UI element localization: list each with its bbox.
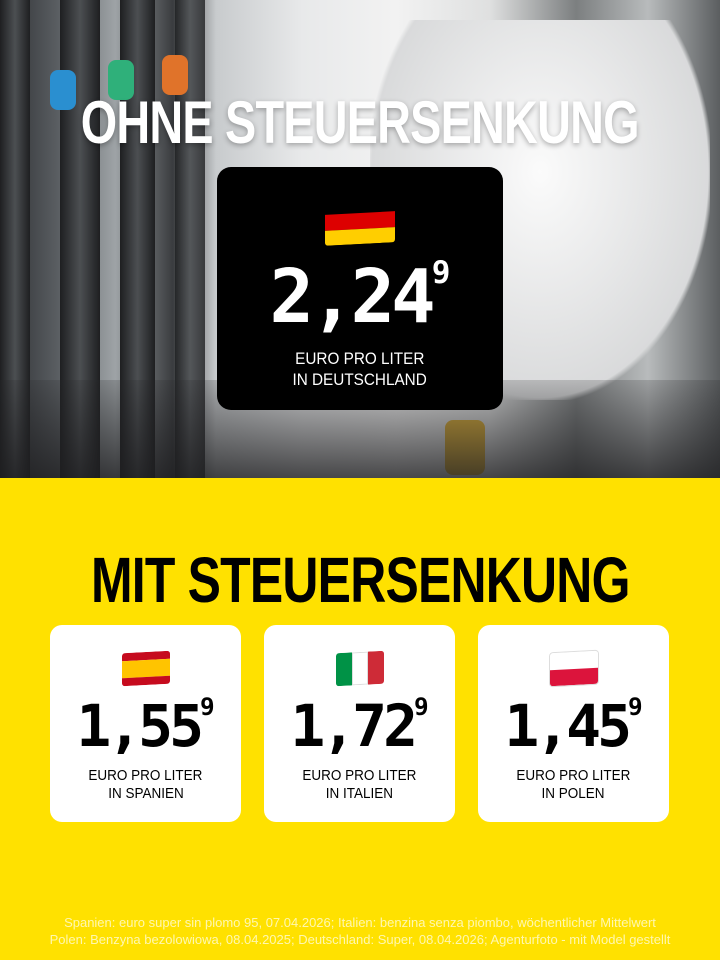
germany-price: 2,249 (269, 254, 451, 340)
orange-nozzle (162, 55, 188, 95)
germany-flag-icon (325, 196, 395, 246)
footnote-line-1: Spanien: euro super sin plomo 95, 07.04.… (64, 915, 656, 930)
poland-flag-icon (549, 650, 598, 687)
spain-label: EURO PRO LITER IN SPANIEN (88, 767, 203, 802)
italy-label: EURO PRO LITER IN ITALIEN (302, 767, 417, 802)
italy-flag-icon (335, 650, 384, 687)
source-footnote: Spanien: euro super sin plomo 95, 07.04.… (0, 914, 720, 948)
germany-price-card: 2,249 EURO PRO LITER IN DEUTSCHLAND (217, 167, 503, 410)
spain-price: 1,559 (76, 692, 215, 760)
footnote-line-2: Polen: Benzyna bezolowiowa, 08.04.2025; … (49, 932, 671, 947)
germany-label: EURO PRO LITER IN DEUTSCHLAND (292, 349, 428, 389)
poland-label: EURO PRO LITER IN POLEN (516, 767, 631, 802)
poland-price-card: 1,459 EURO PRO LITER IN POLEN (478, 625, 669, 822)
green-nozzle (108, 60, 134, 100)
spain-flag-icon (121, 650, 170, 687)
blue-nozzle (50, 70, 76, 110)
bottom-heading: MIT STEUERSENKUNG (90, 544, 630, 616)
italy-price-card: 1,729 EURO PRO LITER IN ITALIEN (264, 625, 455, 822)
top-heading: OHNE STEUERSENKUNG (80, 89, 640, 156)
poland-price: 1,459 (504, 692, 643, 760)
spain-price-card: 1,559 EURO PRO LITER IN SPANIEN (50, 625, 241, 822)
italy-price: 1,729 (290, 692, 429, 760)
